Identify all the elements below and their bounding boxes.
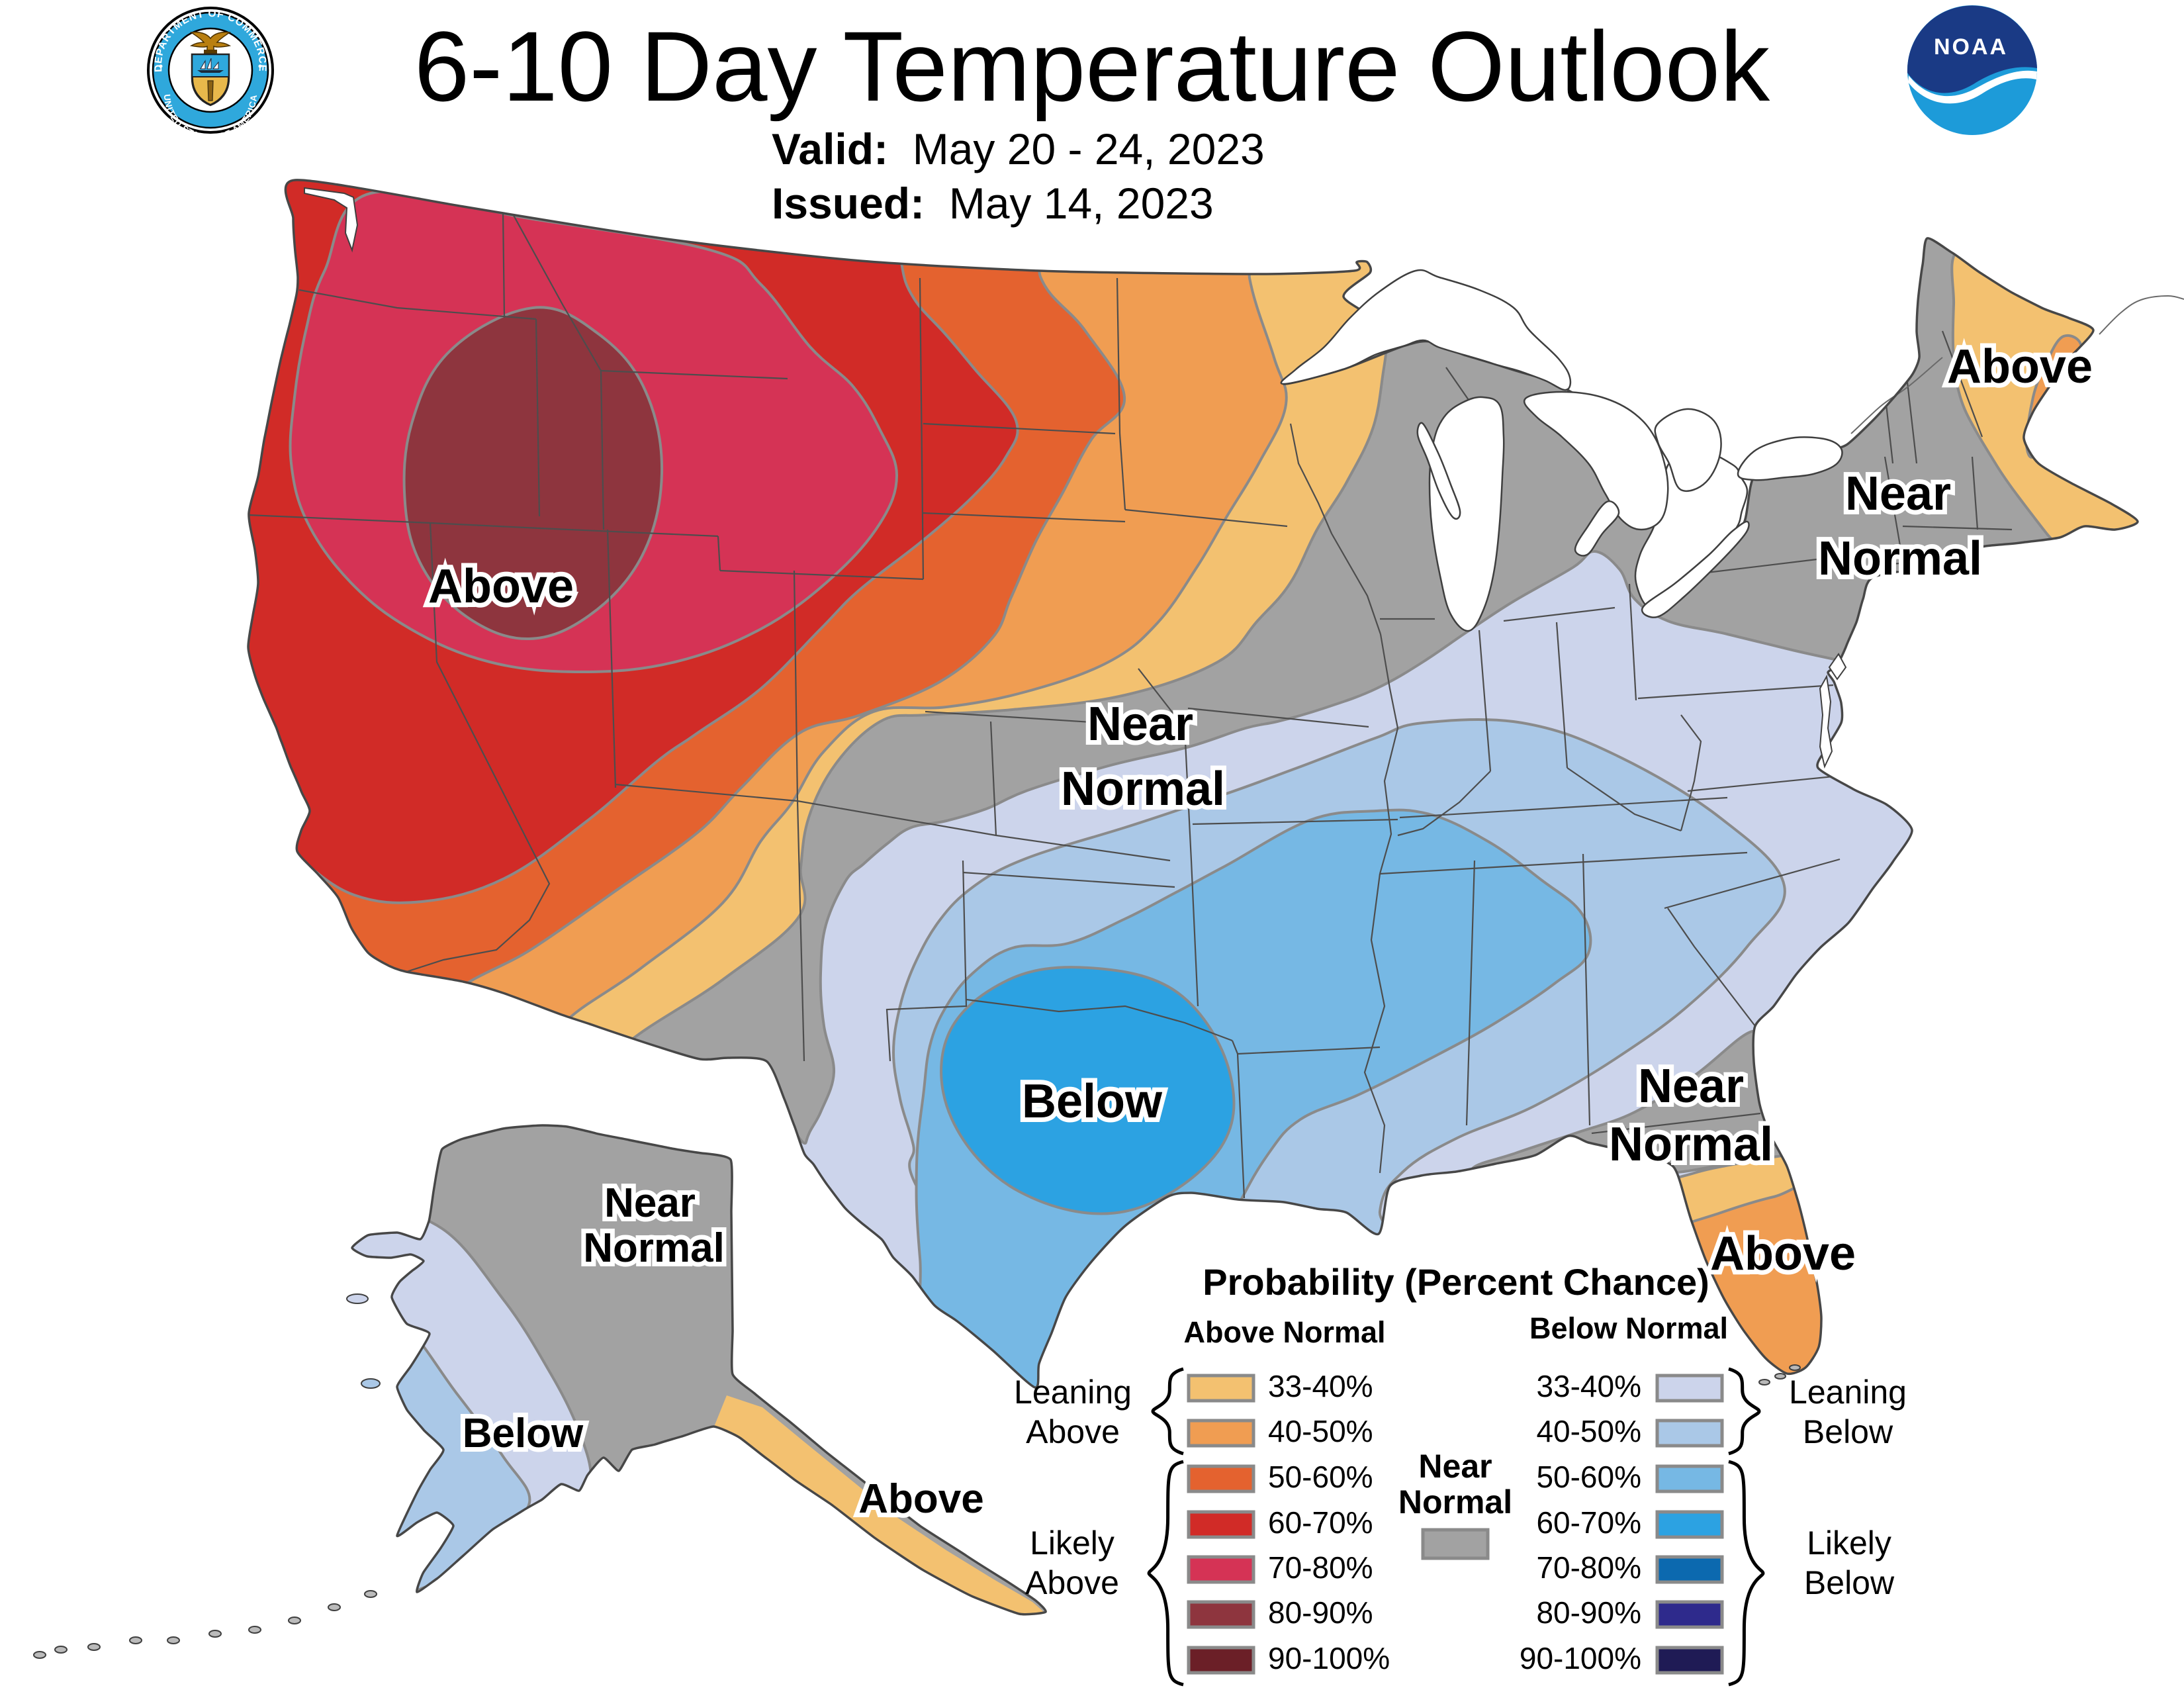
svg-text:40-50%: 40-50% [1536, 1414, 1641, 1448]
svg-text:Above: Above [1026, 1413, 1120, 1450]
svg-text:Leaning: Leaning [1014, 1374, 1132, 1411]
svg-text:50-60%: 50-60% [1268, 1460, 1373, 1494]
svg-text:90-100%: 90-100% [1268, 1641, 1390, 1675]
svg-text:Below: Below [463, 1411, 584, 1456]
svg-text:Above: Above [1947, 340, 2093, 393]
svg-text:Normal: Normal [1818, 532, 1982, 585]
svg-text:50-60%: 50-60% [1536, 1460, 1641, 1494]
svg-text:6-10 Day Temperature Outlook: 6-10 Day Temperature Outlook [414, 11, 1770, 122]
svg-text:Normal: Normal [1398, 1483, 1512, 1521]
svg-text:Valid: May 20 - 24, 2023: Valid: May 20 - 24, 2023 [772, 124, 1265, 173]
svg-text:70-80%: 70-80% [1536, 1550, 1641, 1585]
svg-text:33-40%: 33-40% [1536, 1369, 1641, 1403]
svg-text:Above: Above [1710, 1227, 1856, 1280]
svg-text:40-50%: 40-50% [1268, 1414, 1373, 1448]
svg-text:Issued: May 14, 2023: Issued: May 14, 2023 [772, 179, 1214, 228]
svg-text:Normal: Normal [583, 1225, 725, 1271]
svg-text:Probability (Percent Chance): Probability (Percent Chance) [1203, 1261, 1709, 1303]
svg-text:Below Normal: Below Normal [1529, 1311, 1728, 1345]
svg-text:Near: Near [1638, 1060, 1744, 1113]
svg-text:Below: Below [1022, 1075, 1163, 1128]
svg-text:NOAA: NOAA [1934, 34, 2008, 60]
svg-text:Below: Below [1803, 1413, 1893, 1450]
svg-text:Likely: Likely [1030, 1524, 1115, 1562]
svg-text:33-40%: 33-40% [1268, 1369, 1373, 1403]
svg-text:Near: Near [1845, 467, 1951, 520]
svg-text:80-90%: 80-90% [1268, 1595, 1373, 1630]
svg-text:60-70%: 60-70% [1536, 1505, 1641, 1540]
svg-text:Near: Near [604, 1180, 696, 1226]
svg-text:Above: Above [1025, 1564, 1119, 1601]
svg-text:Above Normal: Above Normal [1183, 1315, 1385, 1349]
svg-text:Above: Above [428, 560, 574, 613]
svg-text:60-70%: 60-70% [1268, 1505, 1373, 1540]
svg-text:Near: Near [1087, 698, 1193, 751]
svg-text:90-100%: 90-100% [1520, 1641, 1641, 1675]
svg-text:Likely: Likely [1807, 1524, 1891, 1562]
svg-text:Normal: Normal [1061, 763, 1225, 816]
svg-text:Leaning: Leaning [1789, 1374, 1907, 1411]
svg-text:Above: Above [858, 1476, 983, 1522]
svg-text:70-80%: 70-80% [1268, 1550, 1373, 1585]
svg-text:80-90%: 80-90% [1536, 1595, 1641, 1630]
svg-text:Normal: Normal [1609, 1118, 1773, 1171]
svg-text:Near: Near [1418, 1448, 1492, 1485]
svg-text:Below: Below [1804, 1564, 1895, 1601]
